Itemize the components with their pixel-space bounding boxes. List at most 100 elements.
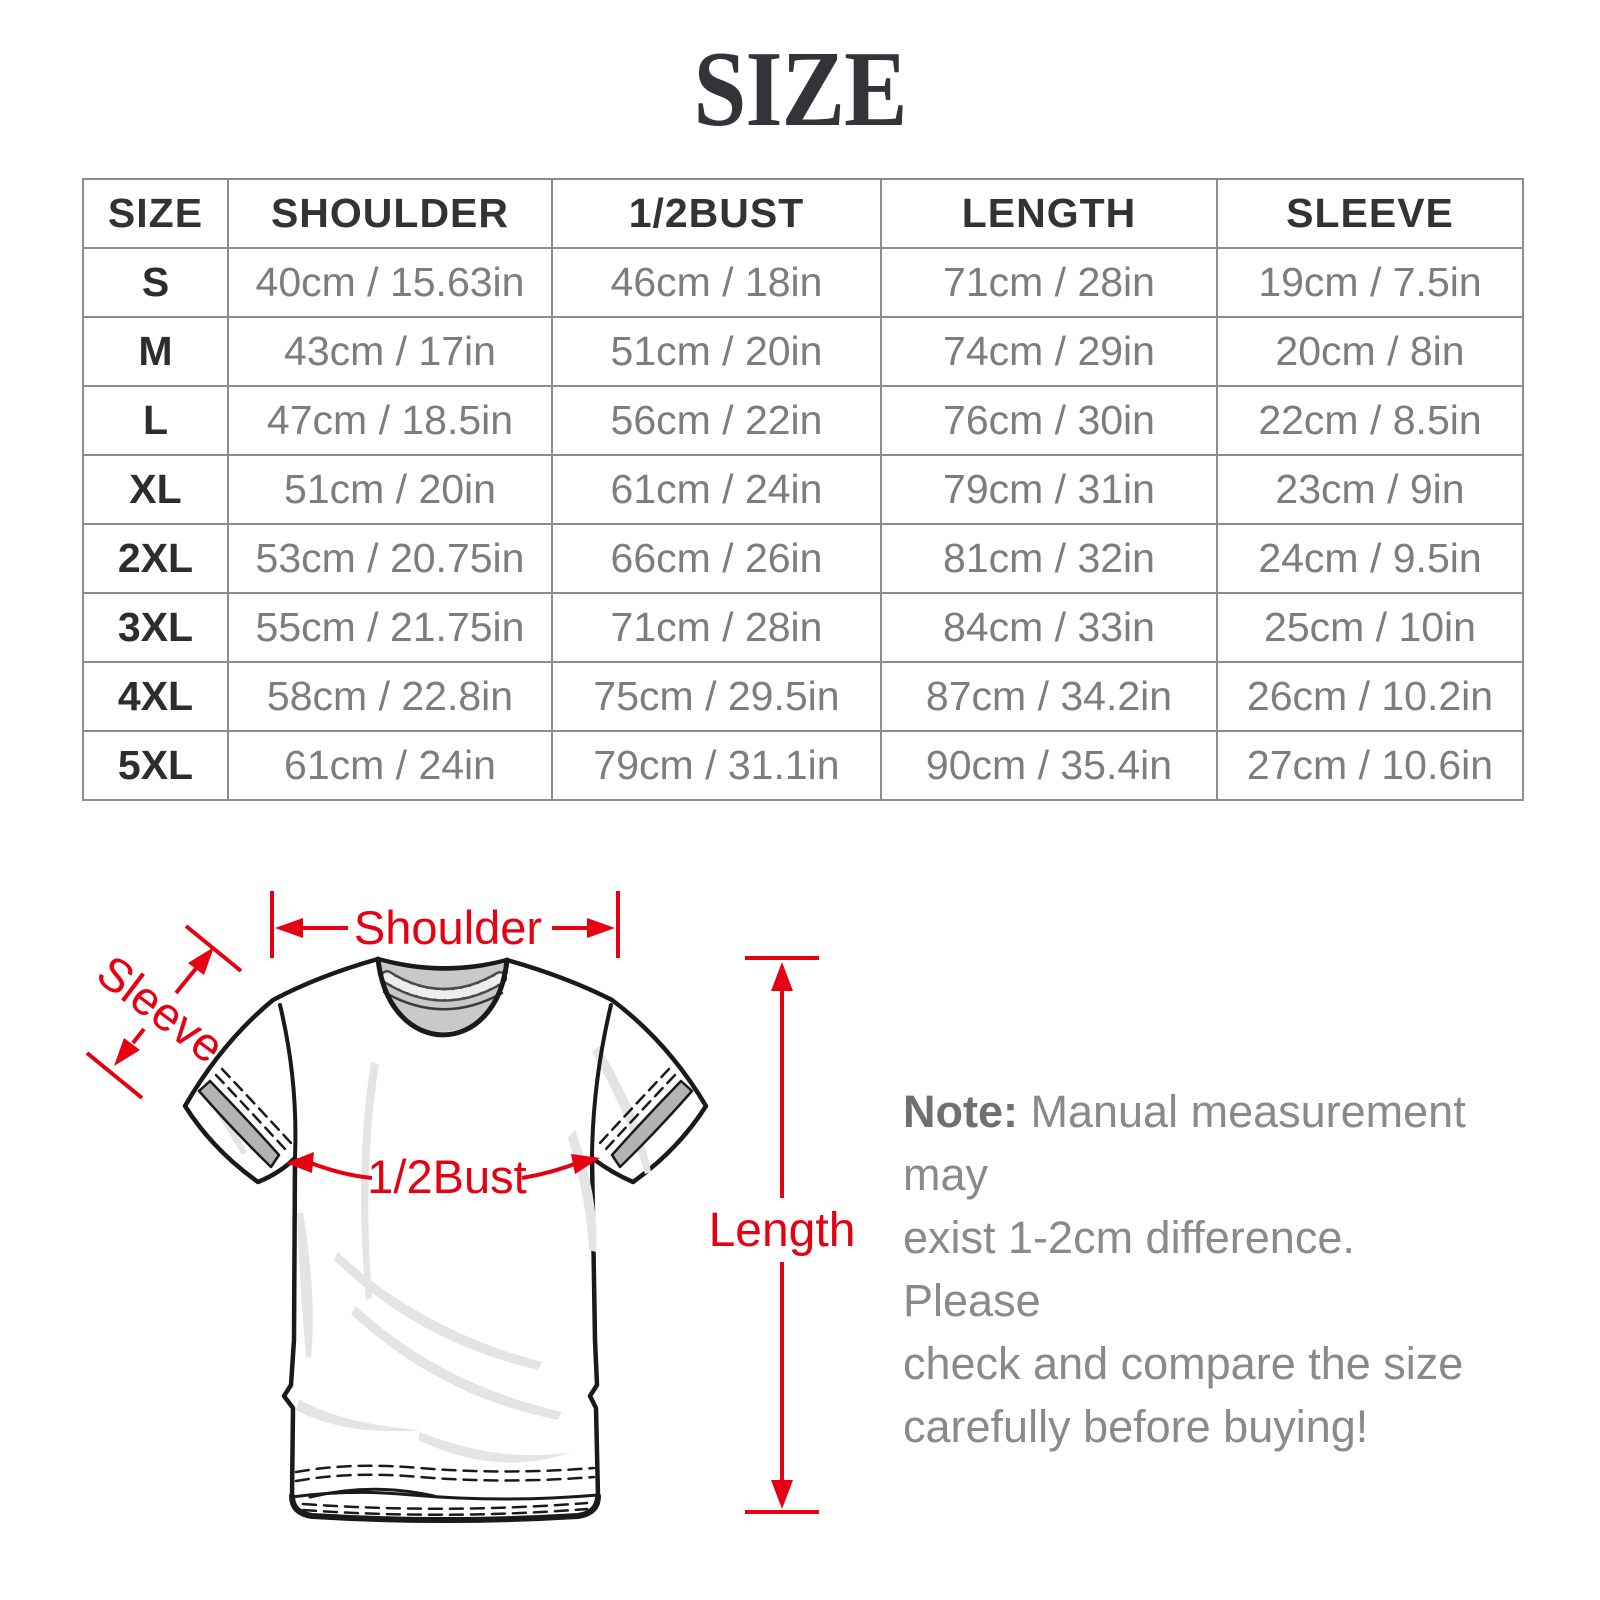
table-row: 5XL 61cm / 24in 79cm / 31.1in 90cm / 35.… (82, 730, 1524, 801)
bust-arrow-line-left (310, 1161, 373, 1180)
cell-bust: 75cm / 29.5in (551, 661, 882, 732)
front-neckline (375, 956, 510, 1038)
bottom-hem (289, 1464, 601, 1523)
header-bust: 1/2BUST (551, 178, 882, 249)
cell-shoulder: 55cm / 21.75in (227, 592, 553, 663)
sleeve-dimension (85, 924, 243, 1100)
table-header-row: SIZE SHOULDER 1/2BUST LENGTH SLEEVE (82, 178, 1524, 249)
cell-length: 84cm / 33in (880, 592, 1218, 663)
sleeve-label: Sleeve (88, 944, 235, 1073)
sleeve-fold-right (610, 1079, 694, 1169)
cell-sleeve: 22cm / 8.5in (1216, 385, 1524, 456)
note-label: Note: (903, 1086, 1018, 1137)
collar (375, 956, 510, 1038)
cell-size: L (82, 385, 229, 456)
hem-bottom-edge (289, 1493, 601, 1523)
size-table: SIZE SHOULDER 1/2BUST LENGTH SLEEVE S 40… (82, 178, 1524, 801)
cell-length: 74cm / 29in (880, 316, 1218, 387)
cell-sleeve: 19cm / 7.5in (1216, 247, 1524, 318)
cell-sleeve: 26cm / 10.2in (1216, 661, 1524, 732)
cell-length: 79cm / 31in (880, 454, 1218, 525)
cell-bust: 79cm / 31.1in (551, 730, 882, 801)
cell-length: 81cm / 32in (880, 523, 1218, 594)
sleeve-cap-bottom (85, 1051, 144, 1100)
table-row: S 40cm / 15.63in 46cm / 18in 71cm / 28in… (82, 247, 1524, 318)
shoulder-arrowhead-right (587, 918, 615, 938)
left-sleeve-hem (197, 1067, 293, 1169)
cell-size: 4XL (82, 661, 229, 732)
cell-bust: 66cm / 26in (551, 523, 882, 594)
table-row: L 47cm / 18.5in 56cm / 22in 76cm / 30in … (82, 385, 1524, 456)
note-line: carefully before buying! (903, 1401, 1369, 1452)
header-shoulder: SHOULDER (227, 178, 553, 249)
cell-length: 71cm / 28in (880, 247, 1218, 318)
table-row: 2XL 53cm / 20.75in 66cm / 26in 81cm / 32… (82, 523, 1524, 594)
cell-size: M (82, 316, 229, 387)
cell-size: 3XL (82, 592, 229, 663)
cell-sleeve: 27cm / 10.6in (1216, 730, 1524, 801)
cell-length: 90cm / 35.4in (880, 730, 1218, 801)
cell-bust: 51cm / 20in (551, 316, 882, 387)
shoulder-dimension (270, 891, 620, 958)
note-text: Manual measurement may (903, 1086, 1466, 1200)
length-dimension (745, 956, 819, 1514)
header-length: LENGTH (880, 178, 1218, 249)
sleeve-arrow-shaft-top (174, 964, 200, 995)
sleeve-arrow-shaft-bottom (131, 1027, 146, 1045)
right-sleeve-hem (598, 1067, 694, 1169)
back-neckline (376, 957, 509, 971)
note-line: exist 1-2cm difference. Please (903, 1212, 1355, 1326)
length-arrowhead-top (771, 962, 793, 991)
sleeve-cap-top (184, 924, 243, 973)
sleeve-arrowhead-bottom (114, 1038, 140, 1066)
sleeve-arrowhead-top (188, 947, 214, 975)
cell-bust: 46cm / 18in (551, 247, 882, 318)
page-title: SIZE (693, 30, 907, 149)
cell-size: 5XL (82, 730, 229, 801)
length-arrowhead-bottom (771, 1480, 793, 1509)
cell-length: 87cm / 34.2in (880, 661, 1218, 732)
sleeve-fold-left (197, 1079, 281, 1169)
cell-shoulder: 43cm / 17in (227, 316, 553, 387)
tshirt-outline (182, 956, 709, 1523)
bust-arrowhead-left (286, 1152, 314, 1173)
hem-fold-lens (308, 1487, 436, 1499)
cell-sleeve: 24cm / 9.5in (1216, 523, 1524, 594)
cell-sleeve: 23cm / 9in (1216, 454, 1524, 525)
cell-bust: 71cm / 28in (551, 592, 882, 663)
table-row: M 43cm / 17in 51cm / 20in 74cm / 29in 20… (82, 316, 1524, 387)
collar-rib-texture (382, 972, 505, 1000)
cell-size: XL (82, 454, 229, 525)
collar-rib-underline (382, 990, 504, 1011)
table-row: 3XL 55cm / 21.75in 71cm / 28in 84cm / 33… (82, 592, 1524, 663)
header-sleeve: SLEEVE (1216, 178, 1524, 249)
cell-sleeve: 20cm / 8in (1216, 316, 1524, 387)
shoulder-arrowhead-left (275, 918, 303, 938)
cell-size: S (82, 247, 229, 318)
table-row: 4XL 58cm / 22.8in 75cm / 29.5in 87cm / 3… (82, 661, 1524, 732)
cell-bust: 61cm / 24in (551, 454, 882, 525)
cell-length: 76cm / 30in (880, 385, 1218, 456)
cell-shoulder: 47cm / 18.5in (227, 385, 553, 456)
length-label: Length (709, 1204, 856, 1257)
armhole-seam-left (278, 1003, 298, 1158)
tshirt-illustration (182, 956, 709, 1523)
cell-shoulder: 51cm / 20in (227, 454, 553, 525)
cell-shoulder: 53cm / 20.75in (227, 523, 553, 594)
bust-arrowhead-right (571, 1154, 600, 1174)
note-line: Note: Manual measurement may (903, 1080, 1495, 1206)
page-title-wrap: SIZE (0, 28, 1600, 152)
cell-sleeve: 25cm / 10in (1216, 592, 1524, 663)
note-line: check and compare the size (903, 1338, 1464, 1389)
cell-bust: 56cm / 22in (551, 385, 882, 456)
cell-shoulder: 58cm / 22.8in (227, 661, 553, 732)
measurement-note: Note: Manual measurement may exist 1-2cm… (903, 1080, 1495, 1458)
bust-label: 1/2Bust (367, 1150, 526, 1203)
header-size: SIZE (82, 178, 229, 249)
cell-size: 2XL (82, 523, 229, 594)
cell-shoulder: 61cm / 24in (227, 730, 553, 801)
shoulder-label: Shoulder (354, 901, 542, 954)
armhole-seam-right (590, 1003, 613, 1158)
